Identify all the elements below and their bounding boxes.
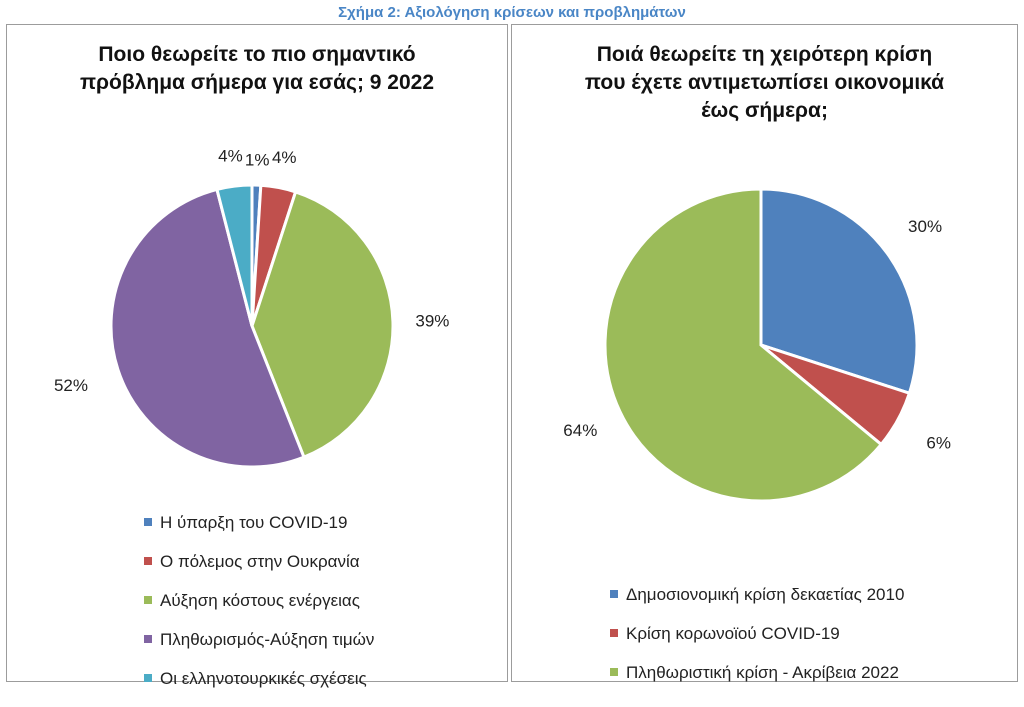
legend-label: Αύξηση κόστους ενέργειας <box>160 591 360 610</box>
chart-panel-importance: Ποιο θεωρείτε το πιο σημαντικό πρόβλημα … <box>6 24 508 688</box>
pie-chart-importance: 1% 4% 39% 52% 4% <box>54 146 449 469</box>
legend-swatch <box>144 674 152 682</box>
data-label: 1% <box>245 151 270 170</box>
legend-swatch <box>144 635 152 643</box>
data-label: 6% <box>926 434 951 453</box>
data-label: 4% <box>218 146 243 165</box>
legend-swatch <box>610 668 618 676</box>
pie-slice <box>250 190 395 460</box>
legend-swatch <box>144 596 152 604</box>
legend-swatch <box>610 629 618 637</box>
legend-item: Κρίση κορωνοϊού COVID-19 <box>610 623 904 662</box>
chart-title-line: έως σήμερα; <box>701 99 828 122</box>
chart-title: Ποιά θεωρείτε τη χειρότερη κρίση που έχε… <box>512 41 1017 125</box>
pie-slice <box>109 187 306 469</box>
legend-item: Δημοσιονομική κρίση δεκαετίας 2010 <box>610 584 904 623</box>
pie-slice <box>215 183 254 327</box>
figure-title: Σχήμα 2: Αξιολόγηση κρίσεων και προβλημά… <box>338 4 686 21</box>
legend-swatch <box>144 518 152 526</box>
legend-item: Ο πόλεμος στην Ουκρανία <box>144 551 374 590</box>
legend-item: Πληθωριστική κρίση - Ακρίβεια 2022 <box>610 662 904 701</box>
data-label: 52% <box>54 376 88 395</box>
legend: Δημοσιονομική κρίση δεκαετίας 2010 Κρίση… <box>610 584 904 701</box>
legend-swatch <box>144 557 152 565</box>
pie-chart-worst-crisis: 30% 6% 64% <box>563 187 951 503</box>
legend: Η ύπαρξη του COVID-19 Ο πόλεμος στην Ουκ… <box>144 512 374 707</box>
legend-label: Κρίση κορωνοϊού COVID-19 <box>626 624 840 643</box>
chart-panel-worst-crisis: Ποιά θεωρείτε τη χειρότερη κρίση που έχε… <box>511 24 1018 682</box>
data-label: 64% <box>563 421 597 440</box>
chart-title-line: που έχετε αντιμετωπίσει οικονομικά <box>584 71 945 94</box>
legend-label: Δημοσιονομική κρίση δεκαετίας 2010 <box>626 585 905 604</box>
data-label: 30% <box>908 217 942 236</box>
chart-title-line: Ποιά θεωρείτε τη χειρότερη κρίση <box>596 43 933 66</box>
data-label: 4% <box>272 148 297 167</box>
legend-item: Αύξηση κόστους ενέργειας <box>144 590 374 629</box>
pie-slice <box>603 187 884 503</box>
legend-label: Οι ελληνοτουρκικές σχέσεις <box>160 669 367 688</box>
data-label: 39% <box>415 311 449 330</box>
chart-title-line: Ποιο θεωρείτε το πιο σημαντικό <box>98 43 416 66</box>
legend-item: Η ύπαρξη του COVID-19 <box>144 512 374 551</box>
chart-title: Ποιο θεωρείτε το πιο σημαντικό πρόβλημα … <box>7 41 507 97</box>
legend-item: Οι ελληνοτουρκικές σχέσεις <box>144 668 374 707</box>
pie-slice <box>759 187 919 396</box>
legend-label: Ο πόλεμος στην Ουκρανία <box>160 552 360 571</box>
chart-title-line: πρόβλημα σήμερα για εσάς; 9 2022 <box>79 71 435 94</box>
legend-label: Πληθωρισμός-Αύξηση τιμών <box>160 630 375 649</box>
legend-label: Η ύπαρξη του COVID-19 <box>160 513 348 532</box>
legend-swatch <box>610 590 618 598</box>
legend-item: Πληθωρισμός-Αύξηση τιμών <box>144 629 374 668</box>
legend-label: Πληθωριστική κρίση - Ακρίβεια 2022 <box>626 663 899 682</box>
